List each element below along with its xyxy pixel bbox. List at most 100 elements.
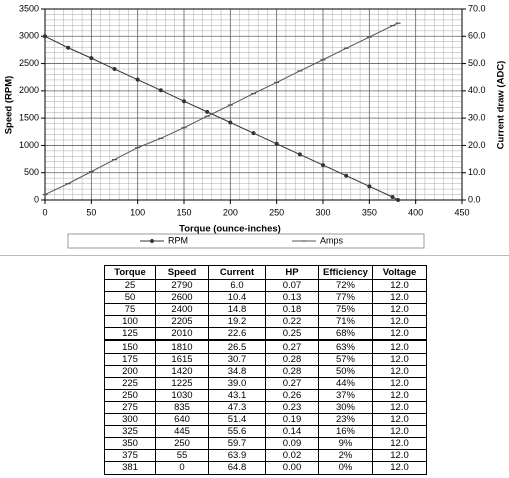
table-cell: 72% <box>318 278 373 293</box>
table-cell: 150 <box>104 339 156 354</box>
table-cell: 1420 <box>155 364 209 378</box>
table-cell: 0 <box>155 461 209 475</box>
table-cell: 12.0 <box>372 315 427 329</box>
column-header: Voltage <box>372 265 427 280</box>
point <box>205 109 210 114</box>
table-cell: 47.3 <box>208 400 266 415</box>
table-cell: 1225 <box>155 376 209 390</box>
table-cell: 63.9 <box>208 449 266 463</box>
table-cell: 640 <box>155 413 209 427</box>
table-cell: 0.07 <box>265 278 319 293</box>
table-row: 75 2400 14.8 0.18 75% 12.0 <box>104 303 427 317</box>
table-cell: 250 <box>104 388 156 402</box>
table-cell: 100 <box>104 315 156 329</box>
table-cell: 0.19 <box>265 413 319 427</box>
table-cell: 0.00 <box>265 461 319 475</box>
x-tick-label: 300 <box>315 207 330 217</box>
table-cell: 12.0 <box>372 388 427 402</box>
chart: Torque (ounce-inches) Speed (RPM) Curren… <box>4 3 507 249</box>
x-tick-label: 150 <box>176 207 191 217</box>
table-cell: 64.8 <box>208 461 266 475</box>
table-cell: 10.4 <box>208 291 266 305</box>
y2-tick-label: 70.0 <box>468 3 486 13</box>
column-header: HP <box>265 265 319 280</box>
table-row: 375 55 63.9 0.02 2% 12.0 <box>104 449 427 463</box>
column-header: Torque <box>104 265 156 280</box>
table-cell: 1615 <box>155 352 209 366</box>
table-cell: 225 <box>104 376 156 390</box>
table-cell: 16% <box>318 425 373 439</box>
table-cell: 12.0 <box>372 339 427 354</box>
table-cell: 0.28 <box>265 364 319 378</box>
legend-label: Amps <box>320 235 344 245</box>
table-cell: 2% <box>318 449 373 463</box>
table-row: 175 1615 30.7 0.28 57% 12.0 <box>104 352 427 366</box>
x-axis-title: Torque (ounce-inches) <box>179 224 281 235</box>
table-cell: 2205 <box>155 315 209 329</box>
table-cell: 75 <box>104 303 156 317</box>
y2-tick-label: 10.0 <box>468 167 486 177</box>
y2-tick-label: 20.0 <box>468 140 486 150</box>
table-cell: 30% <box>318 400 373 415</box>
table-cell: 6.0 <box>208 278 266 293</box>
table-cell: 1030 <box>155 388 209 402</box>
table-cell: 12.0 <box>372 364 427 378</box>
table-cell: 12.0 <box>372 461 427 475</box>
table-cell: 0.28 <box>265 352 319 366</box>
table-cell: 2010 <box>155 327 209 342</box>
table-cell: 14.8 <box>208 303 266 317</box>
table-row: 25 2790 6.0 0.07 72% 12.0 <box>104 278 427 293</box>
point <box>43 34 47 39</box>
table-cell: 0.23 <box>265 400 319 415</box>
column-header: Efficiency <box>318 265 373 280</box>
y-tick-label: 1500 <box>19 113 39 123</box>
table-cell: 175 <box>104 352 156 366</box>
table-row: 200 1420 34.8 0.28 50% 12.0 <box>104 364 427 378</box>
table-cell: 275 <box>104 400 156 415</box>
table-cell: 0.26 <box>265 388 319 402</box>
table-cell: 22.6 <box>208 327 266 342</box>
table-cell: 0.13 <box>265 291 319 305</box>
table-cell: 75% <box>318 303 373 317</box>
table-row: 100 2205 19.2 0.22 71% 12.0 <box>104 315 427 329</box>
table-cell: 12.0 <box>372 291 427 305</box>
x-tick-label: 50 <box>86 207 96 217</box>
point <box>135 77 140 82</box>
table-cell: 2400 <box>155 303 209 317</box>
table-cell: 12.0 <box>372 425 427 439</box>
table-row: 325 445 55.6 0.14 16% 12.0 <box>104 425 427 439</box>
table-row: 150 1810 26.5 0.27 63% 12.0 <box>104 339 427 354</box>
table-cell: 325 <box>104 425 156 439</box>
y2-tick-label: 50.0 <box>468 58 486 68</box>
table-cell: 835 <box>155 400 209 415</box>
table-cell: 26.5 <box>208 339 266 354</box>
table-cell: 57% <box>318 352 373 366</box>
table-cell: 19.2 <box>208 315 266 329</box>
table-cell: 55.6 <box>208 425 266 439</box>
table-cell: 59.7 <box>208 437 266 451</box>
table-cell: 0.09 <box>265 437 319 451</box>
table-cell: 12.0 <box>372 413 427 427</box>
y2-tick-label: 40.0 <box>468 85 486 95</box>
table-row: 50 2600 10.4 0.13 77% 12.0 <box>104 291 427 305</box>
y-tick-label: 2500 <box>19 58 39 68</box>
legend-label: RPM <box>168 235 188 245</box>
y-tick-label: 0 <box>34 194 39 204</box>
table-row: 125 2010 22.6 0.25 68% 12.0 <box>104 327 427 342</box>
table-cell: 0.18 <box>265 303 319 317</box>
table-cell: 0% <box>318 461 373 475</box>
y-tick-label: 500 <box>24 167 39 177</box>
x-tick-label: 450 <box>454 207 469 217</box>
y2-tick-label: 0.0 <box>468 194 481 204</box>
y2-tick-label: 30.0 <box>468 113 486 123</box>
point <box>228 120 233 125</box>
x-tick-label: 400 <box>408 207 423 217</box>
table-cell: 12.0 <box>372 327 427 342</box>
y-tick-label: 3000 <box>19 31 39 41</box>
table-row: 275 835 47.3 0.23 30% 12.0 <box>104 400 427 415</box>
table-cell: 12.0 <box>372 449 427 463</box>
table-cell: 200 <box>104 364 156 378</box>
table-cell: 0.14 <box>265 425 319 439</box>
table-cell: 12.0 <box>372 376 427 390</box>
table-cell: 50% <box>318 364 373 378</box>
